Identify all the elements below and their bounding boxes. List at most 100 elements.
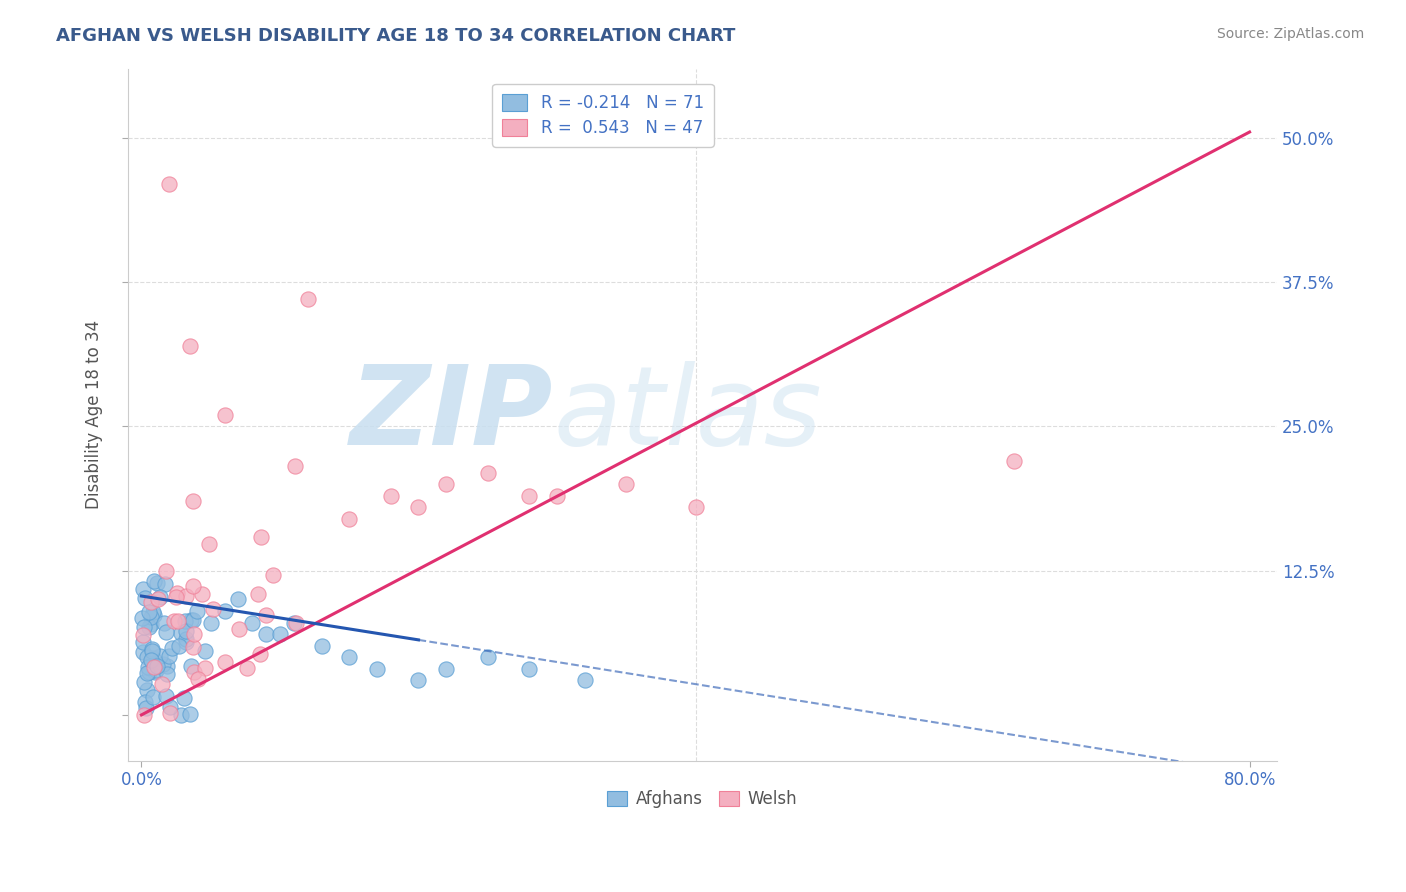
Point (311, 639, 333, 653)
Point (170, 707, 193, 722)
Point (284, 459, 307, 474)
Point (183, 665, 205, 680)
Point (141, 642, 163, 657)
Point (141, 644, 163, 658)
Point (143, 608, 166, 623)
Point (149, 649, 172, 664)
Point (152, 657, 174, 671)
Point (173, 614, 195, 628)
Point (366, 662, 388, 676)
Point (134, 695, 156, 709)
Point (166, 586, 188, 600)
Point (297, 293, 319, 307)
Point (131, 628, 153, 642)
Point (136, 650, 159, 665)
Point (163, 614, 186, 628)
Point (283, 615, 305, 630)
Point (228, 622, 250, 636)
Point (131, 582, 153, 597)
Point (174, 635, 197, 649)
Point (517, 489, 540, 503)
Point (190, 587, 212, 601)
Point (247, 587, 270, 601)
Point (155, 689, 177, 703)
Point (685, 500, 707, 515)
Point (159, 706, 181, 720)
Point (434, 477, 457, 491)
Point (337, 650, 360, 665)
Point (135, 666, 157, 681)
Text: atlas: atlas (553, 361, 821, 468)
Point (155, 625, 177, 640)
Point (214, 408, 236, 422)
Point (174, 624, 197, 638)
Point (434, 662, 457, 676)
Point (179, 338, 201, 352)
Point (186, 672, 208, 686)
Point (135, 682, 157, 697)
Point (138, 605, 160, 619)
Point (228, 592, 250, 607)
Point (136, 660, 159, 674)
Point (181, 494, 204, 508)
Point (141, 609, 163, 624)
Point (380, 489, 402, 503)
Point (167, 639, 190, 653)
Point (181, 640, 204, 655)
Point (132, 707, 155, 722)
Point (156, 659, 179, 673)
Point (132, 675, 155, 690)
Point (170, 625, 193, 640)
Text: AFGHAN VS WELSH DISABILITY AGE 18 TO 34 CORRELATION CHART: AFGHAN VS WELSH DISABILITY AGE 18 TO 34 … (56, 27, 735, 45)
Point (142, 660, 165, 674)
Point (214, 655, 236, 669)
Point (249, 648, 271, 662)
Point (477, 466, 499, 480)
Point (139, 653, 162, 667)
Point (200, 615, 222, 630)
Point (142, 690, 165, 704)
Text: ZIP: ZIP (350, 361, 553, 468)
Point (155, 564, 177, 578)
Point (135, 700, 157, 714)
Point (138, 620, 160, 634)
Point (146, 592, 169, 607)
Legend: Afghans, Welsh: Afghans, Welsh (600, 784, 804, 815)
Point (143, 665, 166, 680)
Point (183, 627, 205, 641)
Point (194, 644, 217, 658)
Point (250, 530, 273, 544)
Point (131, 611, 153, 625)
Point (408, 500, 430, 515)
Point (146, 659, 169, 673)
Point (214, 604, 236, 618)
Point (194, 661, 217, 675)
Point (183, 613, 205, 627)
Point (546, 489, 568, 503)
Point (198, 537, 221, 551)
Point (477, 650, 499, 665)
Point (153, 615, 176, 630)
Point (139, 616, 162, 631)
Point (150, 677, 173, 691)
Point (517, 662, 540, 676)
Point (240, 615, 263, 630)
Point (181, 579, 204, 593)
Point (1002, 454, 1025, 468)
Point (145, 663, 167, 677)
Point (262, 567, 284, 582)
Y-axis label: Disability Age 18 to 34: Disability Age 18 to 34 (86, 320, 103, 509)
Point (236, 661, 259, 675)
Point (159, 700, 181, 714)
Point (157, 648, 180, 663)
Text: Source: ZipAtlas.com: Source: ZipAtlas.com (1216, 27, 1364, 41)
Point (180, 658, 202, 673)
Point (132, 645, 155, 659)
Point (614, 477, 637, 491)
Point (186, 604, 208, 618)
Point (131, 635, 153, 649)
Point (149, 591, 172, 605)
Point (132, 620, 155, 634)
Point (156, 666, 179, 681)
Point (337, 511, 360, 525)
